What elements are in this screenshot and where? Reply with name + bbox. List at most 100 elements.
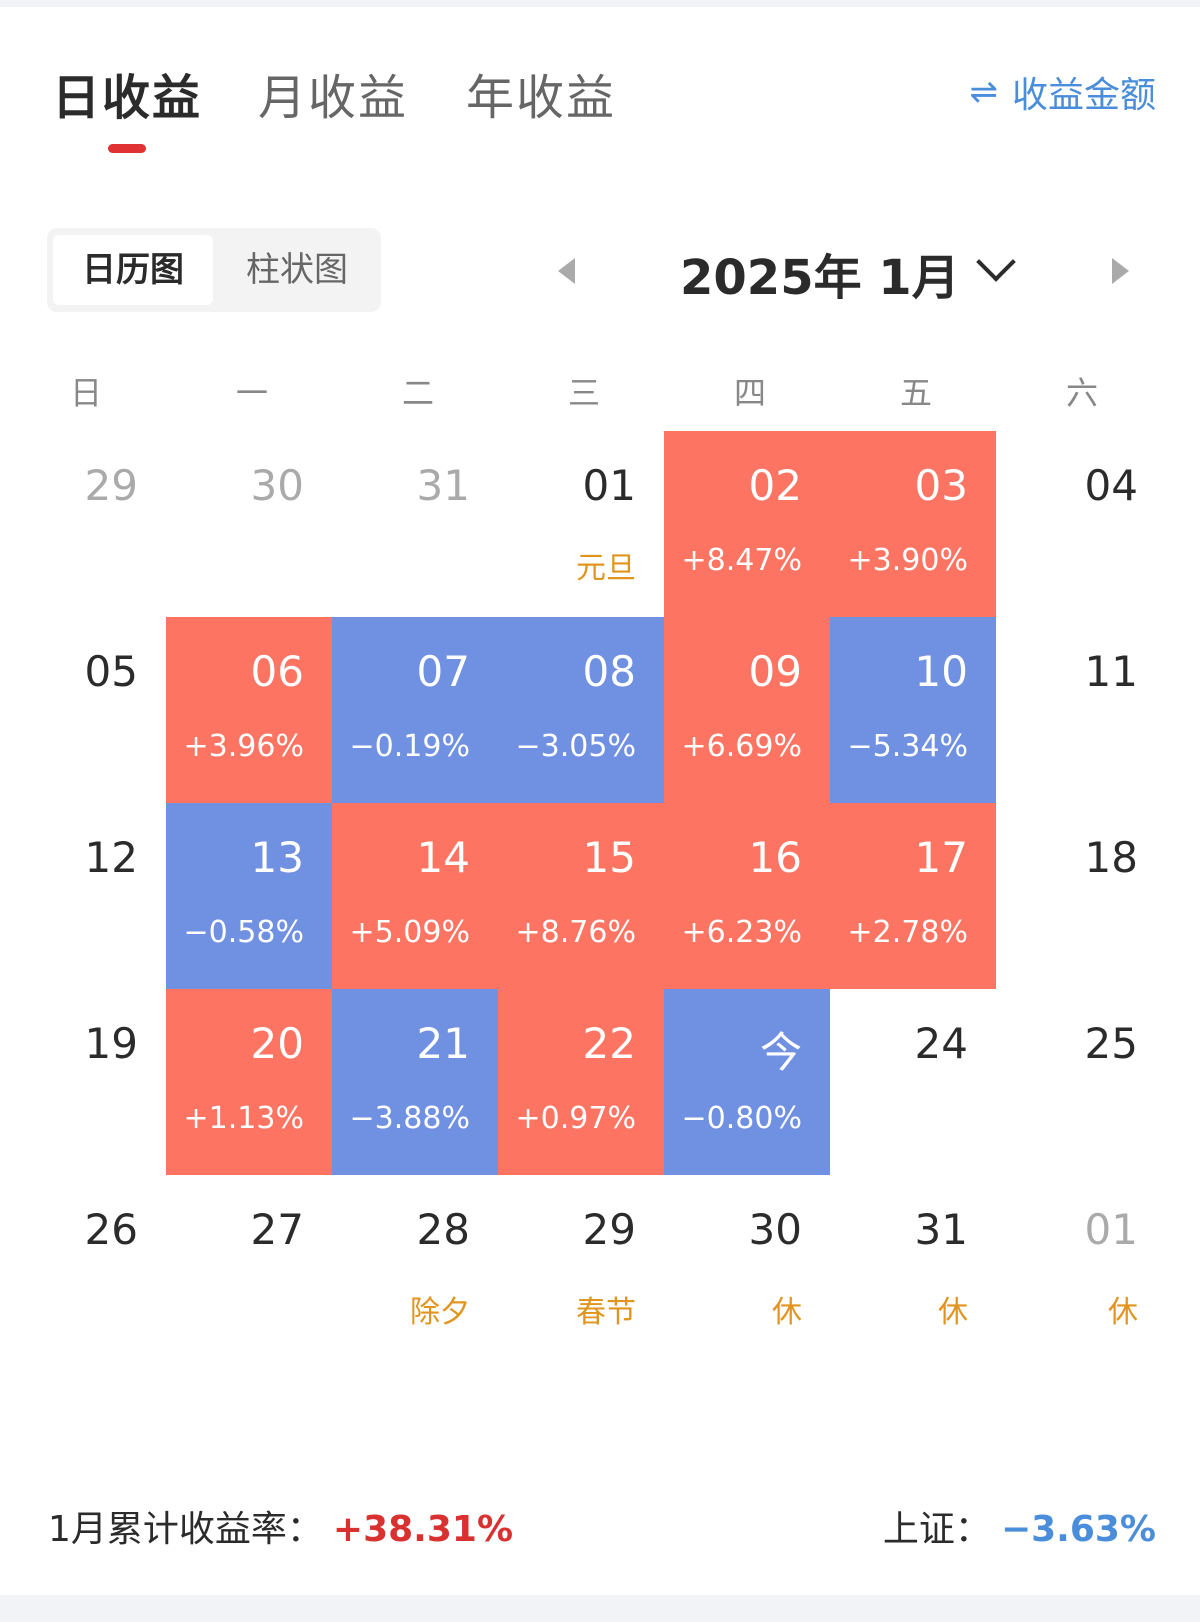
calendar-day-cell[interactable]: 17 +2.78% (830, 803, 996, 989)
calendar-day-cell[interactable]: 02 +8.47% (664, 431, 830, 617)
day-number: 13 (250, 833, 304, 882)
day-number: 30 (250, 461, 304, 510)
day-number: 05 (84, 647, 138, 696)
daily-return: +3.96% (183, 729, 304, 764)
calendar-day-cell[interactable]: 29 (0, 431, 166, 617)
calendar-day-cell[interactable]: 04 (996, 431, 1166, 617)
day-number: 17 (914, 833, 968, 882)
daily-return: +1.13% (183, 1101, 304, 1136)
swap-arrows-icon: ⇌ (969, 72, 998, 112)
weekday-label: 四 (733, 374, 766, 412)
holiday-label: 休 (1108, 1295, 1138, 1330)
daily-return: −0.19% (349, 729, 470, 764)
chevron-down-icon[interactable] (976, 242, 1016, 282)
calendar-day-cell[interactable]: 15 +8.76% (498, 803, 664, 989)
view-bar-chart-button[interactable]: 柱状图 (246, 250, 348, 290)
calendar-day-cell[interactable]: 11 (996, 617, 1166, 803)
bottom-band (0, 1595, 1200, 1622)
toggle-amount-label: 收益金额 (1011, 75, 1156, 116)
day-number: 31 (416, 461, 470, 510)
weekday-label: 三 (567, 374, 600, 412)
daily-return: +2.78% (847, 915, 968, 950)
holiday-label: 休 (772, 1295, 802, 1330)
view-switch: 日历图 柱状图 (47, 228, 381, 312)
day-number: 04 (1084, 461, 1138, 510)
day-number: 19 (84, 1019, 138, 1068)
calendar-day-cell[interactable]: 31 休 (830, 1175, 996, 1361)
calendar-day-cell[interactable]: 30 (166, 431, 332, 617)
weekday-label: 二 (401, 374, 434, 412)
calendar-day-cell[interactable]: 03 +3.90% (830, 431, 996, 617)
daily-return: −3.05% (515, 729, 636, 764)
calendar-day-cell[interactable]: 12 (0, 803, 166, 989)
day-number: 02 (748, 461, 802, 510)
calendar-day-cell[interactable]: 29 春节 (498, 1175, 664, 1361)
calendar-day-cell[interactable]: 13 −0.58% (166, 803, 332, 989)
calendar-day-cell[interactable]: 20 +1.13% (166, 989, 332, 1175)
day-number: 07 (416, 647, 470, 696)
calendar-day-cell[interactable]: 25 (996, 989, 1166, 1175)
holiday-label: 元旦 (576, 551, 636, 586)
daily-return: +5.09% (349, 915, 470, 950)
weekday-label: 六 (1065, 374, 1098, 412)
calendar-day-cell[interactable]: 26 (0, 1175, 166, 1361)
calendar-day-cell[interactable]: 19 (0, 989, 166, 1175)
tab-yearly[interactable]: 年收益 (466, 70, 617, 126)
calendar-day-cell[interactable]: 14 +5.09% (332, 803, 498, 989)
holiday-label: 春节 (576, 1295, 636, 1330)
day-number: 22 (582, 1019, 636, 1068)
calendar-day-cell[interactable]: 28 除夕 (332, 1175, 498, 1361)
weekday-header: 日 一 二 三 四 五 六 (0, 368, 1200, 412)
day-number: 01 (1084, 1205, 1138, 1254)
daily-return: −5.34% (847, 729, 968, 764)
toggle-amount-button[interactable]: ⇌ 收益金额 (969, 66, 1156, 118)
calendar-day-cell[interactable]: 21 −3.88% (332, 989, 498, 1175)
calendar-day-cell[interactable]: 06 +3.96% (166, 617, 332, 803)
calendar-day-cell[interactable]: 30 休 (664, 1175, 830, 1361)
view-calendar-button[interactable]: 日历图 (53, 235, 213, 305)
calendar-day-cell[interactable]: 31 (332, 431, 498, 617)
daily-return: +6.23% (681, 915, 802, 950)
caret-right-icon[interactable] (1112, 258, 1129, 284)
calendar-day-cell[interactable]: 01 休 (996, 1175, 1166, 1361)
day-number: 29 (582, 1205, 636, 1254)
daily-return: +0.97% (515, 1101, 636, 1136)
daily-return: −3.88% (349, 1101, 470, 1136)
day-number: 31 (914, 1205, 968, 1254)
tab-monthly[interactable]: 月收益 (258, 70, 409, 126)
day-number: 10 (914, 647, 968, 696)
day-number: 11 (1084, 647, 1138, 696)
calendar-day-cell[interactable]: 08 −3.05% (498, 617, 664, 803)
day-number: 06 (250, 647, 304, 696)
day-number: 09 (748, 647, 802, 696)
day-number: 20 (250, 1019, 304, 1068)
day-number: 27 (250, 1205, 304, 1254)
weekday-label: 日 (69, 374, 102, 412)
calendar-day-cell[interactable]: 18 (996, 803, 1166, 989)
calendar-day-cell[interactable]: 05 (0, 617, 166, 803)
day-number: 28 (416, 1205, 470, 1254)
caret-left-icon[interactable] (558, 258, 575, 284)
calendar-day-cell[interactable]: 10 −5.34% (830, 617, 996, 803)
tab-daily[interactable]: 日收益 (52, 70, 203, 126)
calendar-day-cell[interactable]: 01 元旦 (498, 431, 664, 617)
day-number: 12 (84, 833, 138, 882)
calendar-day-cell[interactable]: 22 +0.97% (498, 989, 664, 1175)
calendar-day-cell[interactable]: 16 +6.23% (664, 803, 830, 989)
day-number: 15 (582, 833, 636, 882)
day-number: 03 (914, 461, 968, 510)
day-number: 18 (1084, 833, 1138, 882)
month-title[interactable]: 2025年 1月 (680, 250, 960, 306)
day-number: 26 (84, 1205, 138, 1254)
calendar-day-cell[interactable]: 07 −0.19% (332, 617, 498, 803)
calendar-day-cell[interactable]: 24 (830, 989, 996, 1175)
calendar-day-cell[interactable]: 27 (166, 1175, 332, 1361)
weekday-label: 一 (235, 374, 268, 412)
calendar-day-cell[interactable]: 09 +6.69% (664, 617, 830, 803)
calendar-day-cell[interactable]: 今 −0.80% (664, 989, 830, 1175)
daily-return: +8.76% (515, 915, 636, 950)
cumulative-value: +38.31% (332, 1509, 514, 1550)
holiday-label: 除夕 (410, 1295, 470, 1330)
daily-return: +3.90% (847, 543, 968, 578)
day-number: 21 (416, 1019, 470, 1068)
